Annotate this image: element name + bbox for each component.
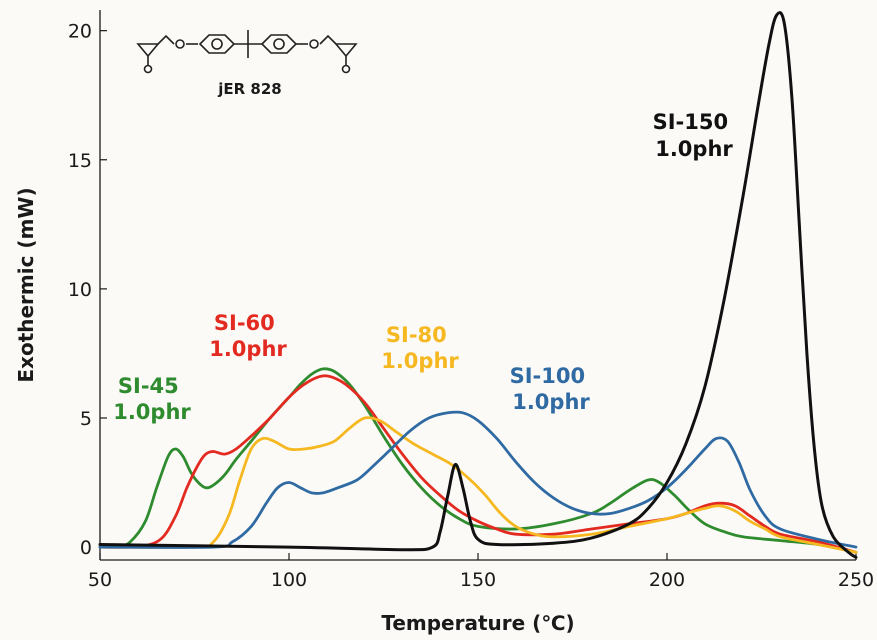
series-lines <box>98 11 858 559</box>
x-tick-label: 50 <box>88 569 112 591</box>
x-tick-label: 150 <box>460 569 496 591</box>
series-line-si100 <box>98 410 858 549</box>
y-tick-label: 15 <box>68 150 92 172</box>
x-axis-title: Temperature (℃) <box>381 611 574 635</box>
annotation-si150: SI-150 1.0phr <box>653 110 736 161</box>
series-line-si60 <box>98 374 858 554</box>
y-tick-label: 10 <box>68 279 92 301</box>
y-axis-title: Exothermic (mW) <box>14 187 38 382</box>
annotation-si80: SI-80 1.0phr <box>381 323 459 373</box>
annotation-si60: SI-60 1.0phr <box>209 311 287 361</box>
x-tick-label: 250 <box>838 569 874 591</box>
x-tick-label: 200 <box>649 569 685 591</box>
y-tick-label: 20 <box>68 21 92 43</box>
y-tick-label: 0 <box>80 537 92 559</box>
series-line-si150 <box>98 11 858 559</box>
y-tick-label: 5 <box>80 408 92 430</box>
axis-ticks: 50 100 150 200 250 0 5 10 15 20 <box>68 21 874 591</box>
jer828-structure-drawing <box>136 30 358 74</box>
series-line-si45 <box>98 367 858 554</box>
x-tick-label: 100 <box>271 569 307 591</box>
series-line-si80 <box>98 416 858 554</box>
annotation-si100: SI-100 1.0phr <box>510 364 593 414</box>
annotation-si45: SI-45 1.0phr <box>113 374 191 424</box>
jer828-label: jER 828 <box>217 80 281 98</box>
